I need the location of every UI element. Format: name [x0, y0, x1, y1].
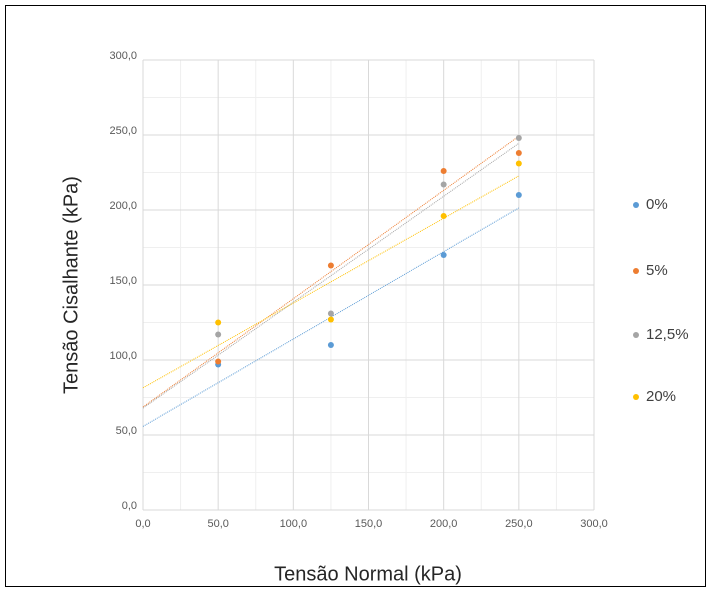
point	[440, 168, 447, 174]
y-tick-label: 50,0	[116, 425, 137, 437]
legend-label: 0%	[646, 196, 668, 213]
legend-marker	[633, 202, 639, 208]
y-tick-label: 250,0	[109, 125, 137, 137]
point	[440, 252, 447, 258]
point	[440, 181, 447, 188]
point	[515, 160, 522, 167]
x-tick-label: 150,0	[355, 518, 383, 530]
y-tick-label: 300,0	[109, 50, 137, 62]
point	[215, 358, 222, 365]
x-tick-label: 250,0	[505, 518, 533, 530]
legend-label: 12,5%	[646, 326, 689, 343]
point	[515, 150, 522, 156]
point	[515, 192, 522, 198]
x-axis-title: Tensão Normal (kPa)	[274, 563, 462, 585]
y-tick-label: 200,0	[109, 200, 137, 212]
y-tick-label: 150,0	[109, 275, 137, 287]
point	[215, 319, 222, 326]
trendline	[142, 135, 520, 408]
x-tick-label: 200,0	[430, 518, 458, 530]
point	[215, 331, 222, 338]
point	[440, 213, 447, 219]
x-tick-label: 300,0	[580, 518, 608, 530]
x-tick-label: 100,0	[280, 518, 308, 530]
legend-label: 20%	[646, 388, 676, 405]
legend-marker	[633, 332, 639, 338]
x-tick-label: 0,0	[135, 518, 150, 530]
point	[327, 310, 334, 317]
legend-marker	[633, 394, 639, 400]
y-tick-label: 0,0	[122, 500, 137, 512]
chart-border	[5, 5, 706, 587]
trendline	[142, 207, 520, 427]
legend-marker	[633, 268, 639, 274]
trendline	[142, 142, 520, 409]
y-axis-title: Tensão Cisalhante (kPa)	[60, 176, 82, 394]
y-tick-label: 100,0	[109, 350, 137, 362]
point	[515, 135, 522, 141]
x-tick-label: 50,0	[207, 518, 228, 530]
point	[327, 262, 334, 269]
point	[327, 316, 334, 323]
legend-label: 5%	[646, 262, 668, 279]
point	[327, 342, 334, 348]
